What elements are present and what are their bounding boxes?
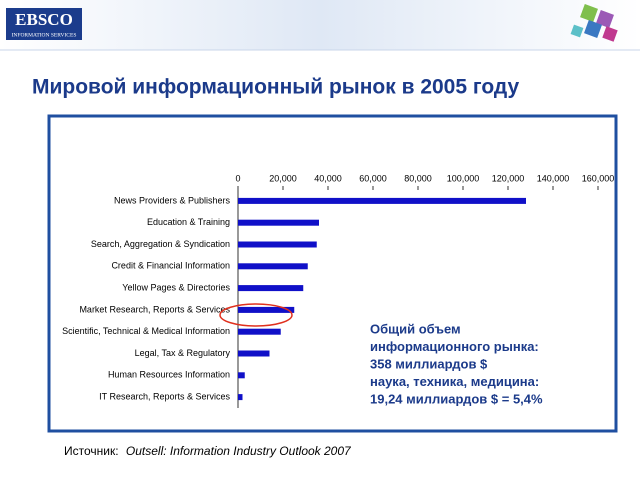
y-tick-label: IT Research, Reports & Services xyxy=(99,391,230,401)
cube xyxy=(596,10,614,28)
annotation-line: информационного рынка: xyxy=(370,339,539,354)
x-tick-label: 100,000 xyxy=(447,173,480,183)
x-tick-label: 40,000 xyxy=(314,173,342,183)
bar xyxy=(238,263,308,270)
logo-name: EBSCO xyxy=(15,10,73,29)
x-tick-label: 80,000 xyxy=(404,173,432,183)
cube xyxy=(580,4,598,22)
x-tick-label: 60,000 xyxy=(359,173,387,183)
y-tick-label: Human Resources Information xyxy=(108,370,230,380)
annotation-line: 358 миллиардов $ xyxy=(370,356,488,371)
cube xyxy=(602,26,618,42)
source-text: Outsell: Information Industry Outlook 20… xyxy=(126,444,352,458)
y-tick-label: Market Research, Reports & Services xyxy=(79,304,230,314)
bar xyxy=(238,306,295,313)
cube-icon xyxy=(570,4,618,42)
x-tick-label: 20,000 xyxy=(269,173,297,183)
cube xyxy=(584,20,602,38)
header-band xyxy=(0,0,640,50)
logo-box xyxy=(6,8,82,40)
y-tick-label: Search, Aggregation & Syndication xyxy=(91,239,230,249)
annotation-line: Общий объем xyxy=(370,321,461,336)
highlight-ellipse xyxy=(219,303,293,327)
cube xyxy=(570,24,584,38)
y-tick-label: Scientific, Technical & Medical Informat… xyxy=(62,326,230,336)
annotation-line: 19,24 миллиардов $ = 5,4% xyxy=(370,391,543,406)
source-prefix: Источник: xyxy=(64,444,119,458)
bar xyxy=(238,219,319,226)
bar xyxy=(238,394,243,401)
y-tick-label: Credit & Financial Information xyxy=(111,261,230,271)
bar xyxy=(238,241,317,248)
x-tick-label: 120,000 xyxy=(492,173,525,183)
chart-frame xyxy=(47,114,618,433)
x-tick-label: 140,000 xyxy=(537,173,570,183)
y-tick-label: Yellow Pages & Directories xyxy=(122,282,230,292)
x-tick-label: 0 xyxy=(235,173,240,183)
plot: 0 20,000 40,000 60,000 80,000 100,000 120,000 1… xyxy=(62,173,614,408)
y-tick-label: News Providers & Publishers xyxy=(114,195,231,205)
logo-tagline: INFORMATION SERVICES xyxy=(12,32,77,38)
x-tick-label: 160,000 xyxy=(582,173,615,183)
annotation-line: наука, техника, медицина: xyxy=(370,374,539,389)
bar xyxy=(238,328,281,335)
bar xyxy=(238,285,304,292)
bar xyxy=(238,197,526,204)
annotation: Общий объем информационного рынка: 358 мил… xyxy=(370,321,543,406)
y-tick-label: Education & Training xyxy=(147,217,230,227)
bar xyxy=(238,350,270,357)
y-tick-label: Legal, Tax & Regulatory xyxy=(135,348,231,358)
logo: EBSCO INFORMATION SERVICES xyxy=(6,8,82,40)
slide-title: Мировой информационный рынок в 2005 году xyxy=(32,76,519,99)
bar xyxy=(238,372,245,379)
source: Источник: Outsell: Information Industry … xyxy=(64,444,352,458)
